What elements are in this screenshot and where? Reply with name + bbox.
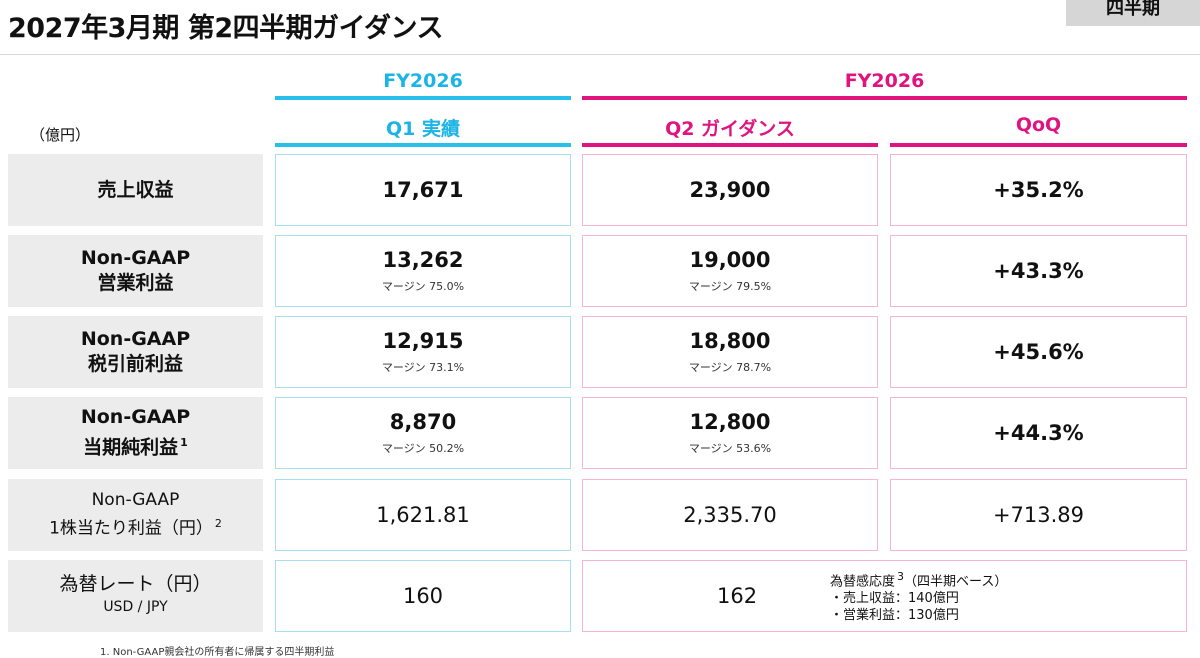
cell-qoq-eps: +713.89 [890,479,1187,551]
cell-q1-fx-rate: 160 [275,560,571,632]
col-header-q1: Q1 実績 [386,118,460,140]
row-label-operating-income: Non-GAAP 営業利益 [8,235,263,307]
col-bar-q2 [582,143,878,147]
fy-bar-right [582,96,1187,100]
cell-q1-revenue: 17,671 [275,154,571,226]
fy-header-left: FY2026 [383,70,463,92]
cell-qoq-revenue: +35.2% [890,154,1187,226]
cell-q2-eps: 2,335.70 [582,479,878,551]
col-bar-qoq [890,143,1187,147]
cell-q2-revenue: 23,900 [582,154,878,226]
col-header-qoq: QoQ [1015,114,1062,136]
page-title: 2027年3月期 第2四半期ガイダンス [8,13,444,44]
fy-bar-left [275,96,571,100]
cell-q1-operating-income: 13,262 マージン 75.0% [275,235,571,307]
unit-label: （億円） [30,126,91,144]
cell-q1-net-income: 8,870 マージン 50.2% [275,397,571,469]
row-label-eps: Non-GAAP 1株当たり利益（円） 2 [8,479,263,551]
row-label-fx-rate: 為替レート（円） USD / JPY [8,560,263,632]
cell-qoq-net-income: +44.3% [890,397,1187,469]
row-label-pretax-income: Non-GAAP 税引前利益 [8,316,263,388]
cell-q1-eps: 1,621.81 [275,479,571,551]
cell-qoq-pretax-income: +45.6% [890,316,1187,388]
col-bar-q1 [275,143,571,147]
fy-header-right: FY2026 [844,70,925,92]
title-divider [0,54,1200,55]
cell-q2-net-income: 12,800 マージン 53.6% [582,397,878,469]
cell-qoq-operating-income: +43.3% [890,235,1187,307]
cell-q2-operating-income: 19,000 マージン 79.5% [582,235,878,307]
section-tag: 四半期 [1066,0,1200,26]
cell-q2-pretax-income: 18,800 マージン 78.7% [582,316,878,388]
fx-sensitivity-note: 為替感応度 3（四半期ベース） ・売上収益：140億円 ・営業利益：130億円 [830,570,1008,624]
row-label-net-income: Non-GAAP 当期純利益 1 [8,397,263,469]
col-header-q2: Q2 ガイダンス [665,118,795,140]
cell-q2-fx-rate: 162 [582,560,1187,632]
row-label-revenue: 売上収益 [8,154,263,226]
cell-q1-pretax-income: 12,915 マージン 73.1% [275,316,571,388]
